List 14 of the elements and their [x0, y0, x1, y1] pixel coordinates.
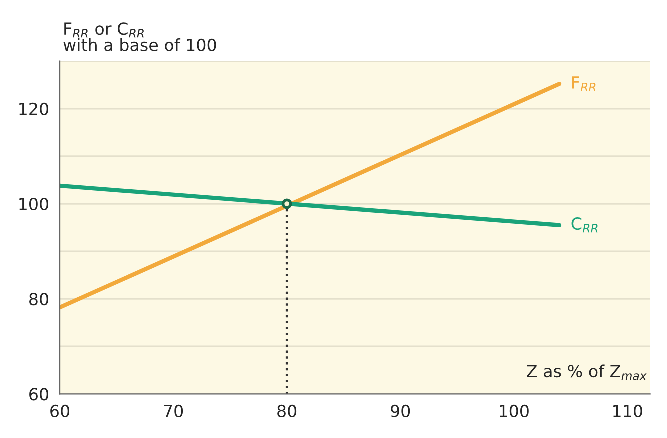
y-tick-label: 120	[20, 102, 49, 116]
y-axis-title: F$_{RR}$ or C$_{RR}$ with a base of 100	[64, 22, 216, 52]
series-label: F$_{RR}$	[572, 76, 596, 92]
x-tick-label: 60	[50, 404, 70, 418]
y-tick-label: 80	[30, 293, 49, 306]
x-tick-label: 70	[164, 404, 184, 418]
y-tick-label: 100	[20, 198, 49, 211]
x-tick-label: 100	[500, 404, 529, 418]
series-label: C$_{RR}$	[572, 217, 598, 233]
x-tick-label: 80	[278, 404, 297, 418]
y-tick-label: 60	[30, 388, 49, 401]
x-tick-label: 110	[614, 404, 642, 418]
x-axis-title: Z as % of Z$_{max}$	[527, 364, 647, 380]
x-tick-label: 90	[391, 404, 410, 418]
